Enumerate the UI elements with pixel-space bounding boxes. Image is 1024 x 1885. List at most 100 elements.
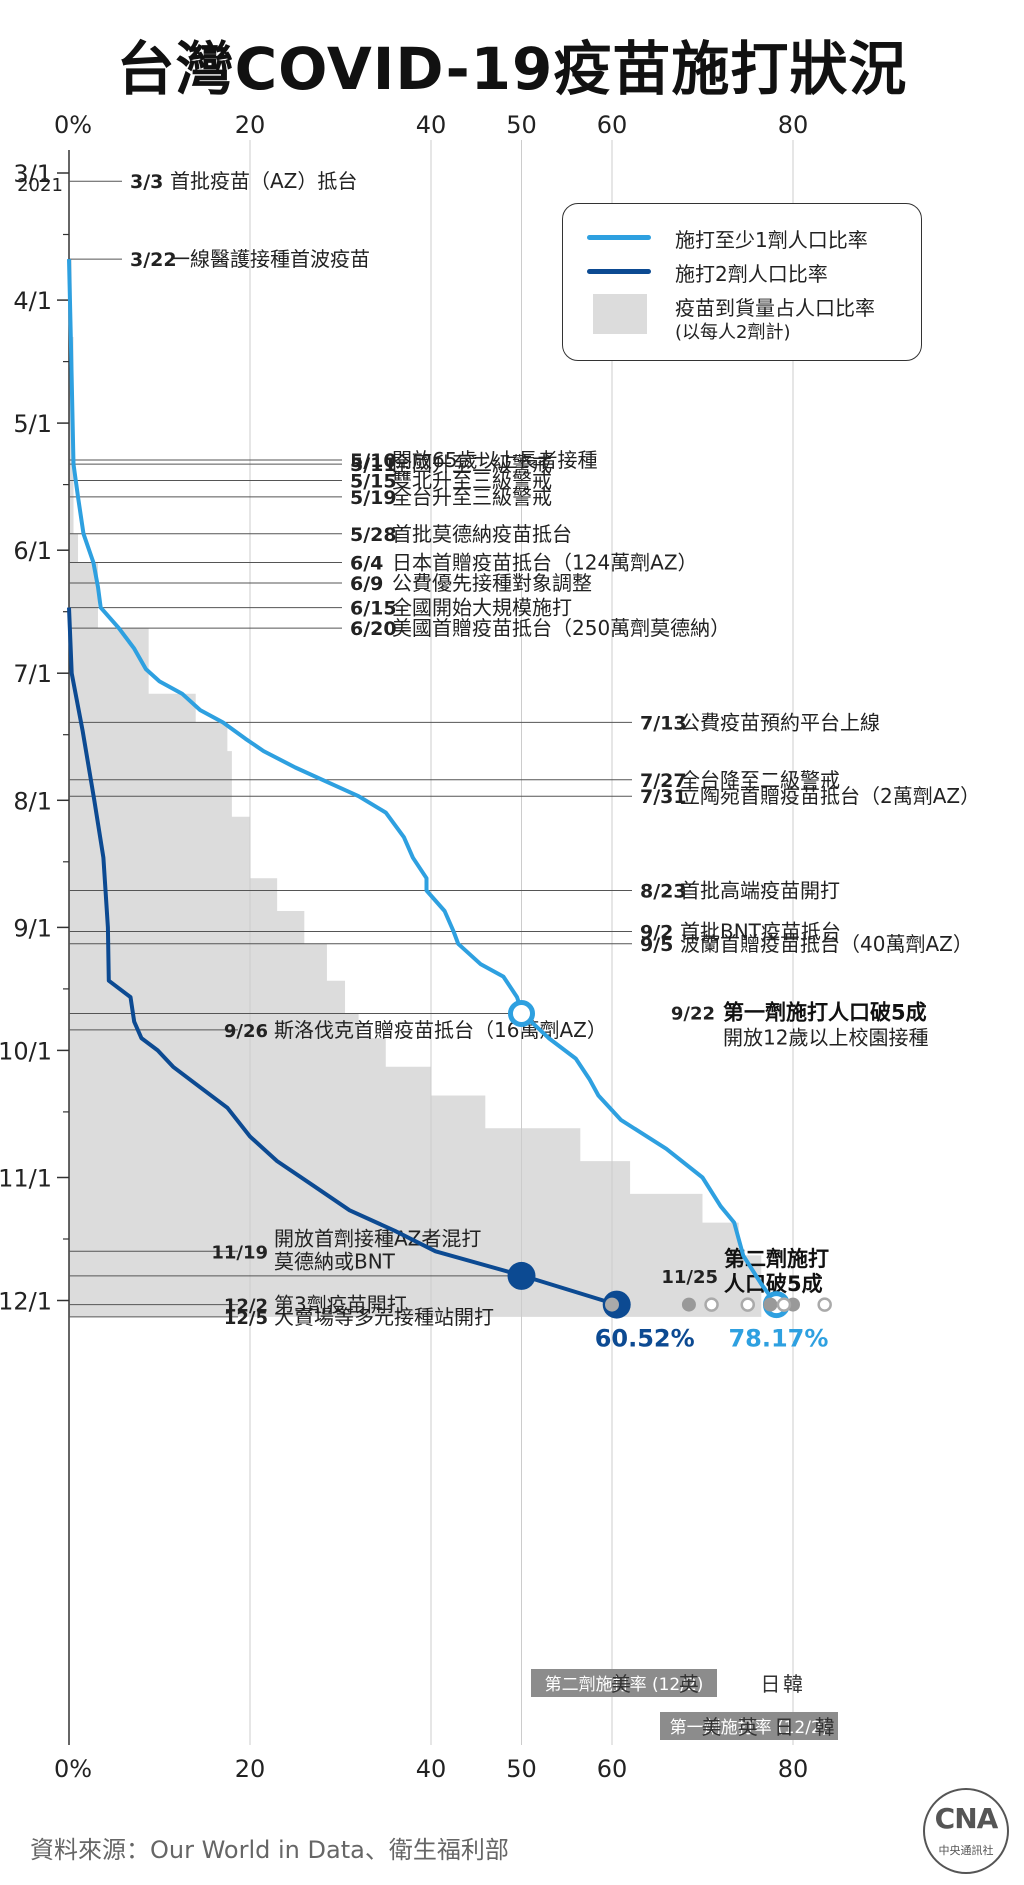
y-label-6/1: 6/1 bbox=[13, 537, 52, 565]
event-date-11/19: 11/19 bbox=[211, 1242, 268, 1263]
y-label-12/1: 12/1 bbox=[0, 1288, 52, 1316]
compare-dose1-dot-日 bbox=[776, 1297, 792, 1312]
y-label-5/1: 5/1 bbox=[13, 410, 52, 438]
event-text-3/22: 一線醫護接種首波疫苗 bbox=[170, 247, 370, 271]
cna-logo: CNA 中央通訊社 bbox=[923, 1788, 1009, 1874]
x-tick-top-0: 0% bbox=[54, 111, 92, 139]
compare-dose2-label-日: 日 bbox=[760, 1672, 780, 1696]
event-text-6/4: 日本首贈疫苗抵台（124萬劑AZ） bbox=[392, 551, 698, 575]
x-tick-top-50: 50 bbox=[506, 111, 537, 139]
page-title: 台灣COVID-19疫苗施打狀況 bbox=[116, 35, 908, 103]
delivered-area bbox=[69, 259, 775, 1317]
event-date-6/4: 6/4 bbox=[350, 553, 383, 575]
event-text-5/10: 開放65歲以上長者接種 bbox=[392, 448, 597, 472]
event-date-5/19: 5/19 bbox=[350, 487, 397, 509]
event-date-9/22: 9/22 bbox=[671, 1004, 715, 1025]
event-date-5/28: 5/28 bbox=[350, 524, 397, 546]
event-text-7/27: 全台降至二級警戒 bbox=[680, 768, 840, 792]
event-date-6/9: 6/9 bbox=[350, 573, 383, 595]
event-date-9/5: 9/5 bbox=[640, 934, 673, 956]
source-note: 資料來源：Our World in Data、衛生福利部 bbox=[30, 1836, 509, 1864]
event-date-9/26: 9/26 bbox=[224, 1021, 268, 1042]
compare-dose1-label-日: 日 bbox=[774, 1715, 794, 1739]
logo-text: 中央通訊社 bbox=[938, 1844, 994, 1857]
badge-dose1-text: 第一劑施打率 (12/2) bbox=[670, 1718, 829, 1738]
event-text-5/11: 全國升至二級警戒 bbox=[392, 452, 552, 476]
event-text-6/9: 公費優先接種對象調整 bbox=[392, 571, 592, 595]
compare-dose2-dot-英 bbox=[681, 1297, 696, 1312]
event-text-6/15: 全國開始大規模施打 bbox=[392, 596, 572, 620]
dose2-line bbox=[67, 607, 618, 1307]
y-label-8/1: 8/1 bbox=[13, 787, 52, 815]
marker-0 bbox=[508, 1000, 535, 1027]
event-text-3/3: 首批疫苗（AZ）抵台 bbox=[170, 169, 357, 193]
event-date-6/20: 6/20 bbox=[350, 618, 397, 640]
event-text-8/23: 首批高端疫苗開打 bbox=[680, 879, 840, 903]
event-date-3/22: 3/22 bbox=[130, 249, 177, 271]
compare-dose1-label-英: 英 bbox=[738, 1715, 758, 1739]
marker-label-2: 60.52% bbox=[595, 1325, 695, 1353]
compare-dose2-label-英: 英 bbox=[679, 1672, 699, 1696]
event-date-11/25: 11/25 bbox=[661, 1267, 718, 1288]
legend-dose2-label: 施打2劑人口比率 bbox=[675, 262, 828, 286]
x-tick-bottom-80: 80 bbox=[778, 1755, 809, 1783]
event-text-9/22: 第一劑施打人口破5成 bbox=[723, 1001, 927, 1025]
event-text-9/2: 首批BNT疫苗抵台 bbox=[680, 920, 841, 944]
legend-dose2-swatch bbox=[587, 269, 651, 274]
event-text-7/31: 立陶宛首贈疫苗抵台（2萬劑AZ） bbox=[680, 784, 980, 808]
event-text-5/15: 雙北升至三級警戒 bbox=[392, 469, 552, 493]
compare-dose1-dot-韓 bbox=[817, 1297, 832, 1312]
badge-dose1-bg bbox=[660, 1712, 838, 1740]
event-text-11/19: 開放首劑接種AZ者混打 bbox=[274, 1226, 481, 1250]
event-date-9/2: 9/2 bbox=[640, 922, 673, 944]
compare-dose2-dot-美 bbox=[605, 1297, 619, 1312]
event-text-5/19: 全台升至三級警戒 bbox=[392, 485, 552, 509]
year-label: 2021 bbox=[17, 175, 63, 196]
event-date-7/27: 7/27 bbox=[640, 770, 687, 792]
compare-dose1-dot-美 bbox=[704, 1297, 719, 1312]
event-date-5/15: 5/15 bbox=[350, 471, 397, 493]
legend-dose1-label: 施打至少1劑人口比率 bbox=[675, 228, 868, 252]
event-text2-11/19: 莫德納或BNT bbox=[274, 1249, 396, 1273]
event-text-12/2: 第3劑疫苗開打 bbox=[274, 1293, 407, 1317]
event-text-9/26: 斯洛伐克首贈疫苗抵台（16萬劑AZ） bbox=[274, 1018, 607, 1042]
y-label-7/1: 7/1 bbox=[13, 660, 52, 688]
legend-dose1-swatch bbox=[587, 235, 651, 240]
x-tick-bottom-50: 50 bbox=[506, 1755, 537, 1783]
x-tick-bottom-20: 20 bbox=[235, 1755, 266, 1783]
event-date-12/5: 12/5 bbox=[224, 1308, 268, 1329]
event-date-8/23: 8/23 bbox=[640, 881, 687, 903]
y-label-10/1: 10/1 bbox=[0, 1037, 52, 1065]
event-date-5/10: 5/10 bbox=[350, 450, 397, 472]
legend: 施打至少1劑人口比率 施打2劑人口比率 疫苗到貨量占人口比率 (以每人2劑計) bbox=[562, 203, 922, 361]
compare-dose2-label-美: 美 bbox=[611, 1672, 631, 1696]
x-tick-bottom-0: 0% bbox=[54, 1755, 92, 1783]
compare-dose1-label-韓: 韓 bbox=[815, 1715, 835, 1739]
badge-dose2-text: 第二劑施打率 (12/2) bbox=[545, 1675, 704, 1695]
legend-delivered-swatch bbox=[593, 294, 647, 334]
y-label-4/1: 4/1 bbox=[13, 287, 52, 315]
badge-dose2-bg bbox=[531, 1669, 717, 1697]
compare-dose2-dot-日 bbox=[763, 1297, 778, 1312]
event-date-7/13: 7/13 bbox=[640, 712, 687, 734]
y-label-11/1: 11/1 bbox=[0, 1165, 52, 1193]
event-text-11/25: 第二劑施打 bbox=[724, 1247, 829, 1271]
x-tick-bottom-40: 40 bbox=[416, 1755, 447, 1783]
event-date-6/15: 6/15 bbox=[350, 598, 397, 620]
legend-delivered-note: (以每人2劑計) bbox=[675, 322, 791, 343]
legend-delivered-label: 疫苗到貨量占人口比率 bbox=[675, 296, 875, 320]
x-tick-top-20: 20 bbox=[235, 111, 266, 139]
event-date-3/3: 3/3 bbox=[130, 171, 163, 193]
x-tick-bottom-60: 60 bbox=[597, 1755, 628, 1783]
y-label-9/1: 9/1 bbox=[13, 914, 52, 942]
compare-dose1-dot-英 bbox=[740, 1297, 755, 1312]
event-text-7/13: 公費疫苗預約平台上線 bbox=[680, 710, 880, 734]
event-text-6/20: 美國首贈疫苗抵台（250萬劑莫德納） bbox=[392, 616, 730, 640]
event-date-5/11: 5/11 bbox=[350, 454, 397, 476]
marker-label-3: 78.17% bbox=[728, 1325, 828, 1353]
event-text-9/5: 波蘭首贈疫苗抵台（40萬劑AZ） bbox=[680, 932, 973, 956]
marker-1 bbox=[507, 1261, 536, 1290]
y-label-3/1: 3/1 bbox=[13, 160, 52, 188]
x-tick-top-60: 60 bbox=[597, 111, 628, 139]
x-tick-top-80: 80 bbox=[778, 111, 809, 139]
